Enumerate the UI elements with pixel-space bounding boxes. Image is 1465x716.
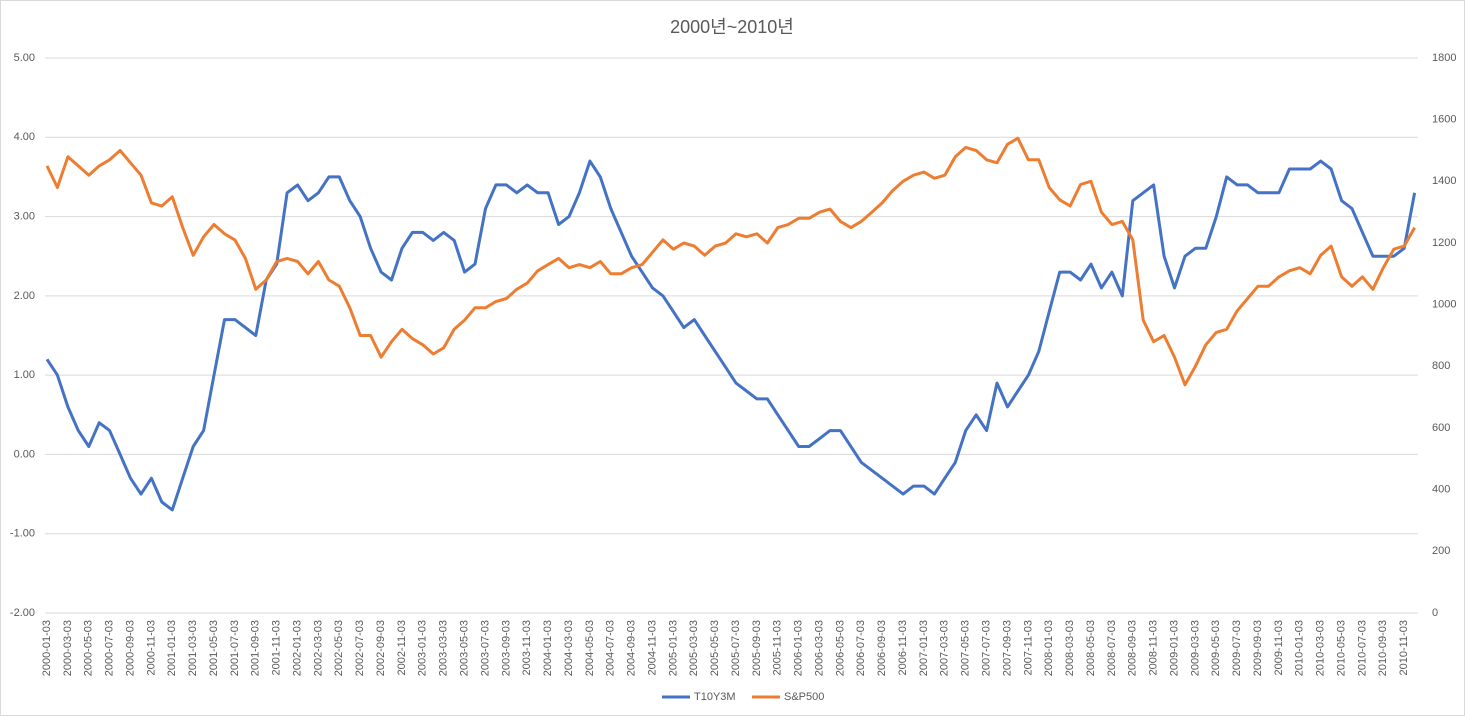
y2-tick-label: 1200 xyxy=(1432,237,1456,249)
x-tick-label: 2004-01-03 xyxy=(542,620,554,676)
x-tick-label: 2006-05-03 xyxy=(834,620,846,676)
x-tick-label: 2000-03-03 xyxy=(62,620,74,676)
x-tick-label: 2004-11-03 xyxy=(646,620,658,675)
x-tick-label: 2001-09-03 xyxy=(250,620,262,676)
x-tick-label: 2002-09-03 xyxy=(375,620,387,676)
x-tick-label: 2001-05-03 xyxy=(208,620,220,676)
x-tick-label: 2008-11-03 xyxy=(1148,620,1160,675)
x-tick-label: 2008-07-03 xyxy=(1106,620,1118,676)
x-tick-label: 2007-03-03 xyxy=(939,620,951,676)
x-tick-label: 2000-07-03 xyxy=(104,620,116,676)
x-tick-label: 2009-05-03 xyxy=(1210,620,1222,676)
x-tick-label: 2010-05-03 xyxy=(1335,620,1347,676)
legend-label: T10Y3M xyxy=(694,691,736,703)
y-tick-label: -2.00 xyxy=(10,607,35,619)
x-tick-label: 2009-01-03 xyxy=(1168,620,1180,676)
x-tick-label: 2006-07-03 xyxy=(855,620,867,676)
y-tick-label: 5.00 xyxy=(14,52,35,64)
x-tick-label: 2010-03-03 xyxy=(1315,620,1327,676)
x-tick-label: 2010-07-03 xyxy=(1356,620,1368,676)
x-tick-label: 2007-05-03 xyxy=(960,620,972,676)
y2-tick-label: 1400 xyxy=(1432,175,1456,187)
x-tick-label: 2003-03-03 xyxy=(438,620,450,676)
x-tick-label: 2002-03-03 xyxy=(312,620,324,676)
x-tick-label: 2008-09-03 xyxy=(1127,620,1139,676)
x-tick-label: 2003-01-03 xyxy=(417,620,429,676)
x-tick-label: 2002-05-03 xyxy=(333,620,345,676)
legend-label: S&P500 xyxy=(784,691,824,703)
x-tick-label: 2000-09-03 xyxy=(124,620,136,676)
x-tick-label: 2005-11-03 xyxy=(772,620,784,675)
y-tick-label: 4.00 xyxy=(14,131,35,143)
y-tick-label: -1.00 xyxy=(10,528,35,540)
x-tick-label: 2006-09-03 xyxy=(876,620,888,676)
x-tick-label: 2008-03-03 xyxy=(1064,620,1076,676)
y2-tick-label: 1800 xyxy=(1432,52,1456,64)
x-tick-label: 2008-05-03 xyxy=(1085,620,1097,676)
x-tick-label: 2005-07-03 xyxy=(730,620,742,676)
x-tick-label: 2004-05-03 xyxy=(584,620,596,676)
x-tick-label: 2009-03-03 xyxy=(1189,620,1201,676)
x-tick-label: 2000-11-03 xyxy=(145,620,157,675)
x-tick-label: 2005-03-03 xyxy=(688,620,700,676)
x-tick-label: 2006-01-03 xyxy=(793,620,805,676)
y2-tick-label: 200 xyxy=(1432,545,1450,557)
x-tick-label: 2009-11-03 xyxy=(1273,620,1285,675)
x-tick-label: 2002-07-03 xyxy=(354,620,366,676)
x-tick-label: 2005-09-03 xyxy=(751,620,763,676)
y2-tick-label: 0 xyxy=(1432,607,1438,619)
x-tick-label: 2009-07-03 xyxy=(1231,620,1243,676)
x-tick-label: 2001-11-03 xyxy=(271,620,283,675)
x-tick-label: 2003-05-03 xyxy=(459,620,471,676)
x-tick-label: 2004-03-03 xyxy=(563,620,575,676)
x-tick-label: 2005-01-03 xyxy=(667,620,679,676)
x-tick-label: 2004-07-03 xyxy=(605,620,617,676)
x-tick-label: 2008-01-03 xyxy=(1043,620,1055,676)
x-tick-label: 2010-01-03 xyxy=(1294,620,1306,676)
x-tick-label: 2007-01-03 xyxy=(918,620,930,676)
x-tick-label: 2007-09-03 xyxy=(1001,620,1013,676)
x-tick-label: 2007-11-03 xyxy=(1022,620,1034,675)
x-tick-label: 2001-07-03 xyxy=(229,620,241,676)
x-tick-label: 2009-09-03 xyxy=(1252,620,1264,676)
x-tick-label: 2010-11-03 xyxy=(1398,620,1410,675)
x-tick-label: 2002-01-03 xyxy=(291,620,303,676)
x-tick-label: 2006-03-03 xyxy=(813,620,825,676)
y2-tick-label: 400 xyxy=(1432,484,1450,496)
x-tick-label: 2005-05-03 xyxy=(709,620,721,676)
chart-title: 2000년~2010년 xyxy=(670,17,794,37)
x-tick-label: 2002-11-03 xyxy=(396,620,408,675)
y-tick-label: 2.00 xyxy=(14,290,35,302)
x-tick-label: 2003-09-03 xyxy=(500,620,512,676)
x-tick-label: 2003-07-03 xyxy=(479,620,491,676)
y-tick-label: 1.00 xyxy=(14,369,35,381)
x-tick-label: 2003-11-03 xyxy=(521,620,533,675)
y2-tick-label: 1000 xyxy=(1432,299,1456,311)
x-tick-label: 2001-01-03 xyxy=(166,620,178,676)
y2-tick-label: 600 xyxy=(1432,422,1450,434)
x-tick-label: 2004-09-03 xyxy=(626,620,638,676)
y2-tick-label: 800 xyxy=(1432,360,1450,372)
series-line xyxy=(45,136,1416,387)
x-tick-label: 2000-05-03 xyxy=(83,620,95,676)
x-tick-label: 2007-07-03 xyxy=(981,620,993,676)
y2-tick-label: 1600 xyxy=(1432,114,1456,126)
x-tick-label: 2000-01-03 xyxy=(41,620,53,676)
y-tick-label: 3.00 xyxy=(14,210,35,222)
x-tick-label: 2010-09-03 xyxy=(1377,620,1389,676)
y-tick-label: 0.00 xyxy=(14,448,35,460)
x-tick-label: 2006-11-03 xyxy=(897,620,909,675)
x-tick-label: 2001-03-03 xyxy=(187,620,199,676)
